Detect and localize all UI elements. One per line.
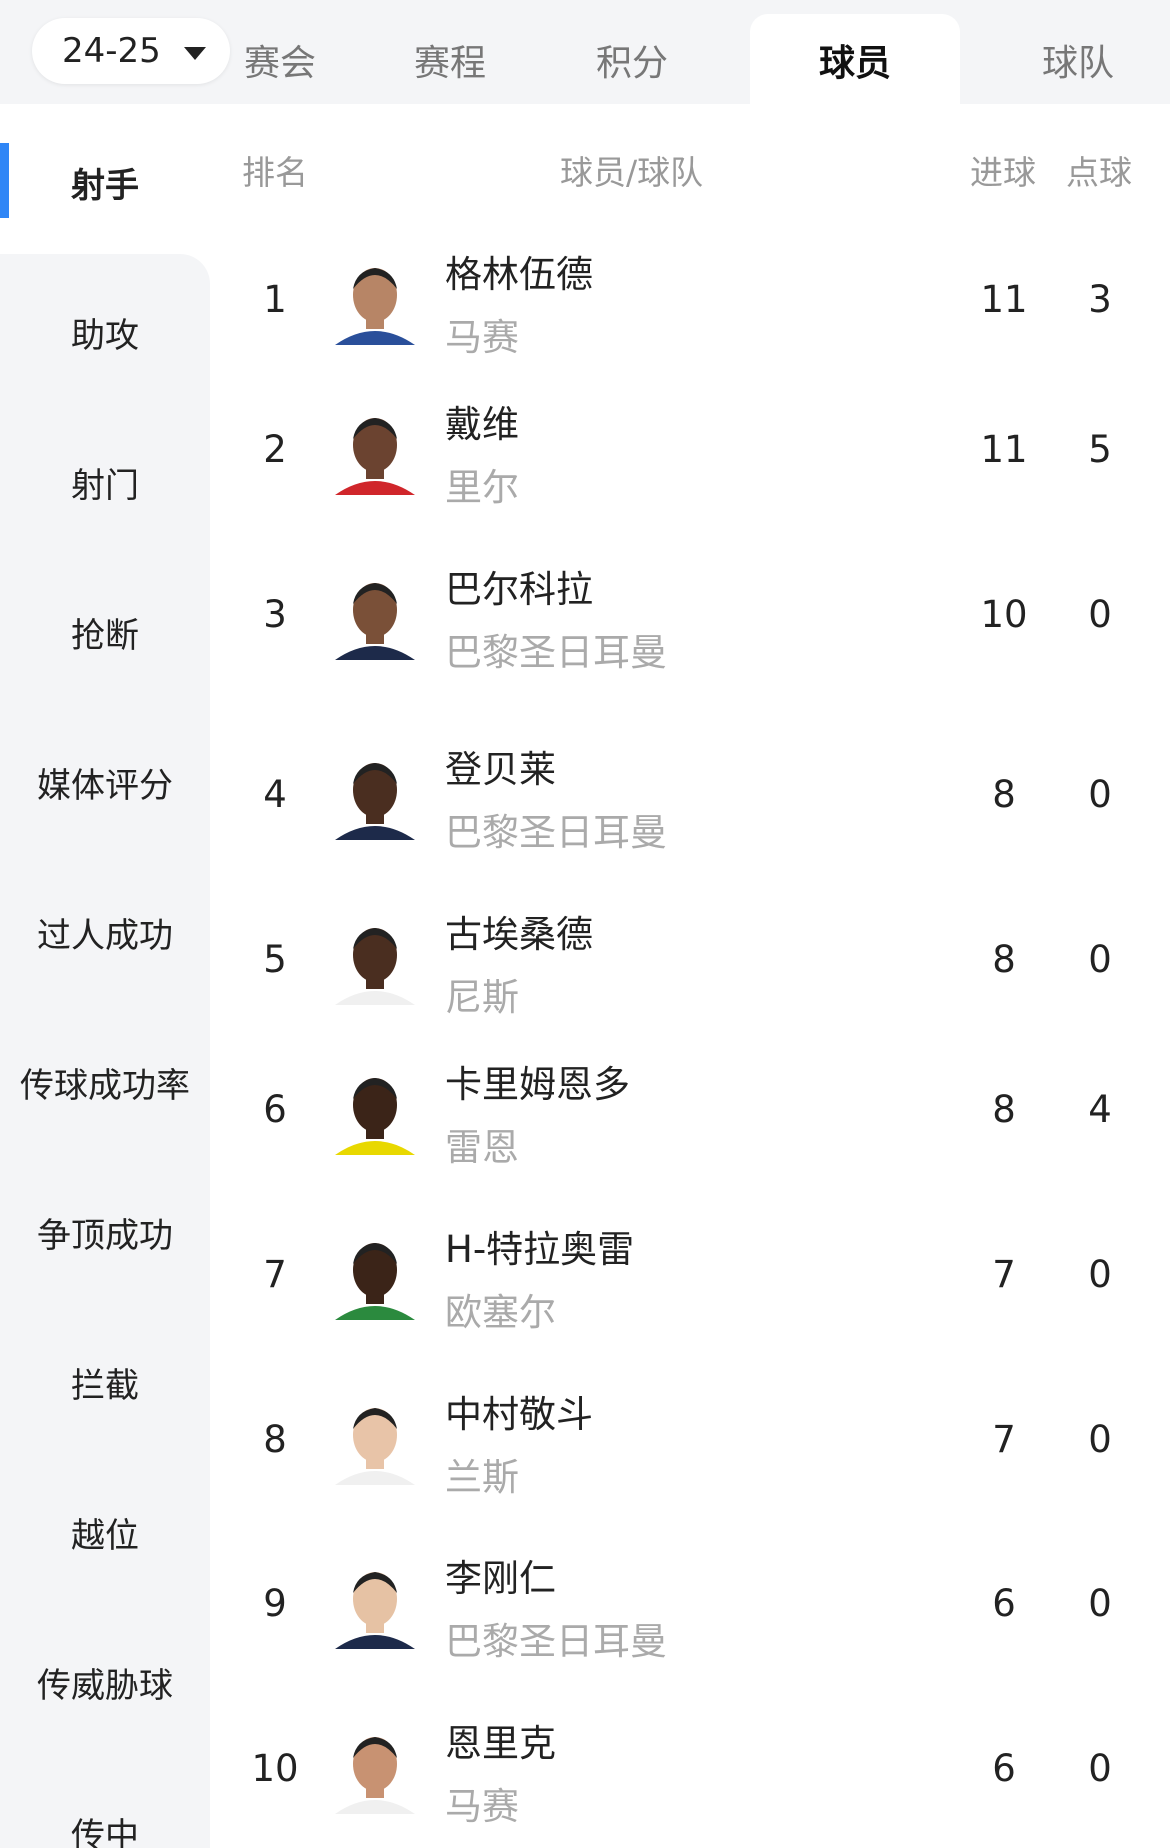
rank: 10 (251, 1747, 299, 1790)
tab[interactable]: 球员 (818, 43, 891, 84)
player-name[interactable]: 格林伍德 (445, 253, 593, 296)
player-name[interactable]: 卡里姆恩多 (445, 1063, 630, 1106)
penalties: 0 (1088, 1747, 1112, 1790)
column-header: 进球 (970, 153, 1036, 192)
sidebar-item[interactable]: 传中 (71, 1816, 139, 1848)
penalties: 0 (1088, 1582, 1112, 1625)
dropdown-arrow (183, 47, 206, 60)
goals: 7 (992, 1418, 1016, 1461)
player-name[interactable]: H-特拉奥雷 (445, 1228, 635, 1271)
player-name[interactable]: 李刚仁 (445, 1557, 556, 1600)
goals: 8 (992, 938, 1016, 981)
tab[interactable]: 积分 (595, 43, 668, 84)
goals: 8 (992, 1088, 1016, 1131)
rank: 8 (263, 1418, 287, 1461)
penalties: 0 (1088, 1418, 1112, 1461)
goals: 8 (992, 773, 1016, 816)
player-name[interactable]: 中村敬斗 (445, 1393, 593, 1436)
penalties: 4 (1088, 1088, 1112, 1131)
team-name: 巴黎圣日耳曼 (445, 811, 667, 854)
tab[interactable]: 赛会 (243, 43, 316, 84)
team-name: 马赛 (445, 1785, 519, 1828)
season-label: 24-25 (62, 31, 161, 71)
player-avatar (335, 928, 415, 1005)
sidebar-item[interactable]: 传威胁球 (37, 1666, 173, 1706)
player-avatar (335, 1572, 415, 1649)
rank: 5 (263, 938, 287, 981)
player-avatar (335, 763, 415, 840)
sidebar (0, 254, 210, 1848)
season-selector[interactable]: 24-25 (32, 18, 230, 84)
team-name: 里尔 (445, 466, 519, 509)
rank: 3 (263, 593, 287, 636)
player-name[interactable]: 恩里克 (445, 1722, 556, 1765)
penalties: 0 (1088, 773, 1112, 816)
goals: 11 (980, 428, 1028, 471)
player-name[interactable]: 戴维 (445, 403, 519, 446)
goals: 6 (992, 1747, 1016, 1790)
player-avatar (335, 268, 415, 345)
goals: 10 (980, 593, 1028, 636)
team-name: 雷恩 (445, 1126, 519, 1169)
team-name: 巴黎圣日耳曼 (445, 631, 667, 674)
sidebar-item[interactable]: 过人成功 (37, 916, 173, 956)
tab[interactable]: 球队 (1041, 43, 1114, 84)
sidebar-item[interactable]: 拦截 (71, 1366, 139, 1406)
penalties: 0 (1088, 1253, 1112, 1296)
column-header: 排名 (242, 153, 308, 192)
tab[interactable]: 赛程 (413, 43, 486, 84)
penalties: 0 (1088, 938, 1112, 981)
goals: 7 (992, 1253, 1016, 1296)
team-name: 兰斯 (445, 1456, 519, 1499)
player-avatar (335, 1408, 415, 1485)
sidebar-item[interactable]: 助攻 (71, 316, 139, 356)
sidebar-item[interactable]: 射门 (71, 466, 139, 506)
top-bar: 赛会 赛程 积分 球员 球队 (0, 0, 1170, 104)
rank: 6 (263, 1088, 287, 1131)
goals: 6 (992, 1582, 1016, 1625)
active-tab-bg (750, 14, 960, 104)
player-name[interactable]: 登贝莱 (445, 748, 556, 791)
team-name: 欧塞尔 (445, 1291, 556, 1334)
sidebar-item[interactable]: 抢断 (71, 616, 139, 656)
sidebar-item[interactable]: 越位 (71, 1516, 139, 1556)
player-avatar (335, 583, 415, 660)
player-avatar (335, 1078, 415, 1155)
team-name: 马赛 (445, 316, 519, 359)
penalties: 3 (1088, 278, 1112, 321)
penalties: 5 (1088, 428, 1112, 471)
sidebar-item[interactable]: 射手 (71, 166, 139, 206)
player-name[interactable]: 古埃桑德 (445, 913, 593, 956)
rank: 4 (263, 773, 287, 816)
rank: 1 (263, 278, 287, 321)
sidebar-item[interactable]: 争顶成功 (37, 1216, 173, 1256)
player-avatar (335, 418, 415, 495)
team-name: 巴黎圣日耳曼 (445, 1620, 667, 1663)
rank: 7 (263, 1253, 287, 1296)
column-header: 球员/球队 (560, 153, 704, 192)
column-header: 点球 (1066, 153, 1132, 192)
sidebar-item[interactable]: 媒体评分 (37, 766, 173, 806)
team-name: 尼斯 (445, 976, 519, 1019)
goals: 11 (980, 278, 1028, 321)
rank: 2 (263, 428, 287, 471)
penalties: 0 (1088, 593, 1112, 636)
player-avatar (335, 1737, 415, 1814)
player-name[interactable]: 巴尔科拉 (445, 568, 593, 611)
player-avatar (335, 1243, 415, 1320)
sidebar-item[interactable]: 传球成功率 (20, 1066, 190, 1106)
rank: 9 (263, 1582, 287, 1625)
active-indicator (0, 143, 9, 218)
